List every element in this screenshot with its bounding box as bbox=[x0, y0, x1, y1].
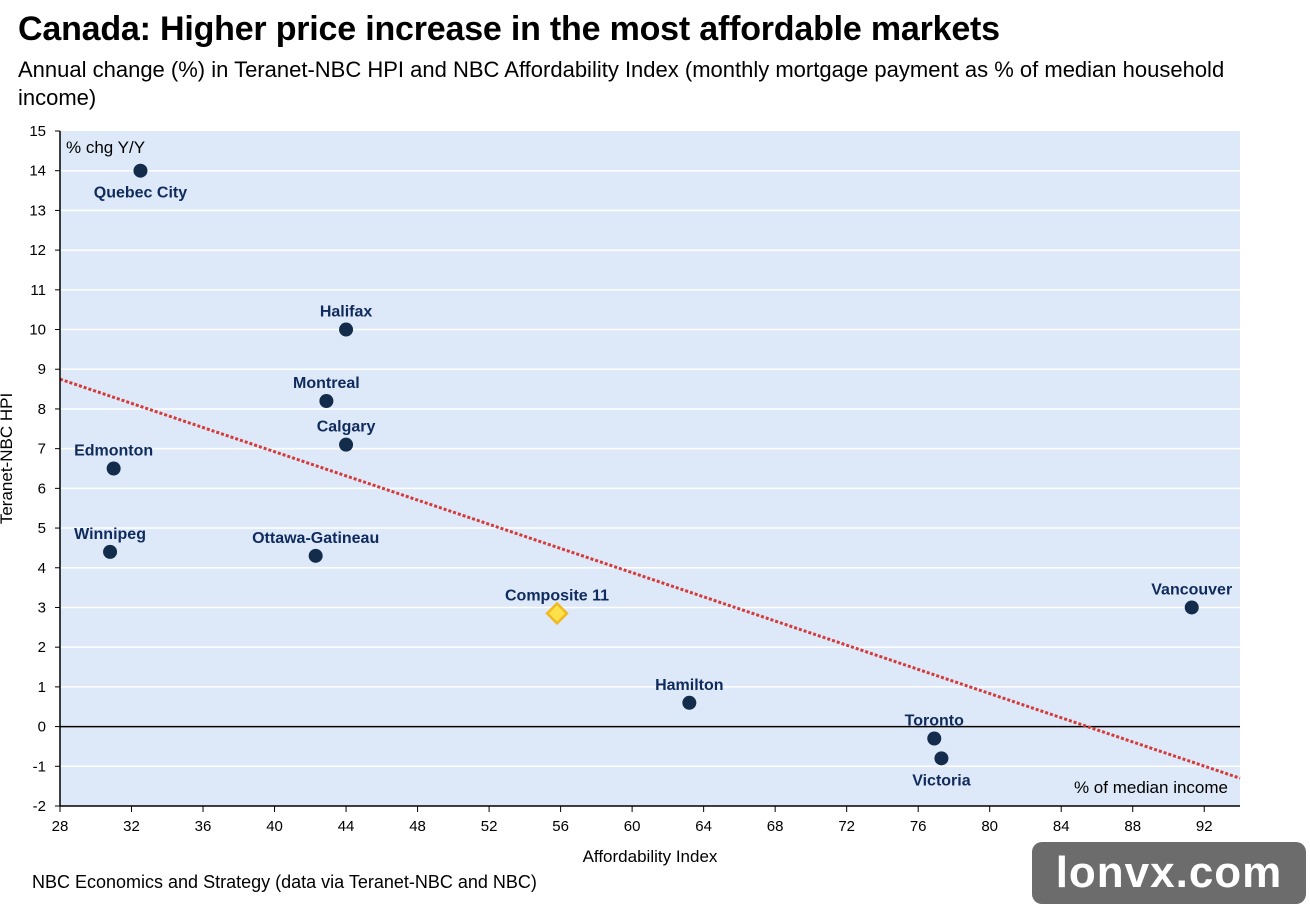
data-point bbox=[1184, 600, 1199, 615]
data-point bbox=[934, 751, 949, 766]
x-tick-label: 28 bbox=[52, 818, 69, 835]
x-tick-label: 60 bbox=[624, 818, 641, 835]
x-tick-label: 72 bbox=[838, 818, 855, 835]
point-label: Quebec City bbox=[94, 185, 187, 202]
y-tick-label: 11 bbox=[30, 282, 46, 299]
data-point bbox=[927, 731, 942, 746]
x-tick-label: 92 bbox=[1196, 818, 1213, 835]
x-tick-labels: 28 32 36 40 44 48 52 56 60 64 68 72 76 80 84 88 92 bbox=[52, 818, 1213, 835]
point-label: Montreal bbox=[293, 375, 360, 392]
trendline bbox=[59, 377, 1241, 780]
point-label: Halifax bbox=[320, 304, 373, 321]
point-label: Calgary bbox=[317, 419, 376, 436]
y-tick-label: 10 bbox=[29, 322, 46, 339]
y-tick-label: 13 bbox=[29, 202, 46, 219]
x-tick-label: 76 bbox=[910, 818, 927, 835]
point-label: Vancouver bbox=[1151, 581, 1232, 598]
point-label: Composite 11 bbox=[505, 587, 609, 604]
x-tick-label: 44 bbox=[338, 818, 355, 835]
y-tick-label: 14 bbox=[29, 163, 46, 180]
data-points bbox=[103, 163, 1199, 766]
chart-subtitle: Annual change (%) in Teranet-NBC HPI and… bbox=[18, 57, 1225, 110]
y-unit-note: % chg Y/Y bbox=[66, 138, 145, 157]
x-tick-label: 80 bbox=[981, 818, 998, 835]
point-label: Ottawa-Gatineau bbox=[252, 530, 379, 547]
y-tick-label: 8 bbox=[38, 401, 46, 418]
x-tick-label: 52 bbox=[481, 818, 498, 835]
x-tick-label: 56 bbox=[552, 818, 569, 835]
x-tick-label: 64 bbox=[695, 818, 712, 835]
x-axis-label: Affordability Index bbox=[583, 847, 718, 866]
data-point bbox=[133, 163, 148, 178]
source-note: NBC Economics and Strategy (data via Ter… bbox=[32, 872, 537, 892]
data-point bbox=[339, 437, 354, 452]
data-point bbox=[103, 544, 118, 559]
data-point bbox=[339, 322, 354, 337]
y-tick-label: 9 bbox=[38, 361, 46, 378]
y-tick-label: 12 bbox=[29, 242, 46, 259]
y-tick-label: 5 bbox=[38, 520, 46, 537]
data-point bbox=[545, 601, 569, 626]
y-tick-label: -2 bbox=[33, 798, 46, 815]
data-point bbox=[308, 548, 323, 563]
data-point bbox=[106, 461, 121, 476]
watermark: lonvx.com bbox=[1032, 842, 1306, 904]
y-tick-label: 7 bbox=[38, 441, 46, 458]
point-label: Winnipeg bbox=[74, 526, 146, 543]
x-tick-label: 36 bbox=[195, 818, 212, 835]
y-tick-label: 4 bbox=[38, 560, 46, 577]
y-axis-label: Teranet-NBC HPI bbox=[0, 393, 16, 524]
point-label: Edmonton bbox=[74, 443, 153, 460]
y-tick-label: 0 bbox=[38, 719, 46, 736]
y-tick-label: 1 bbox=[38, 679, 46, 696]
y-tick-label: 6 bbox=[38, 480, 46, 497]
axes bbox=[55, 130, 1240, 812]
y-tick-label: 2 bbox=[38, 639, 46, 656]
point-labels: Quebec City Halifax Montreal Calgary Edmonto… bbox=[74, 185, 1232, 790]
y-tick-label: 15 bbox=[29, 123, 46, 140]
point-label: Victoria bbox=[912, 772, 971, 789]
x-tick-label: 88 bbox=[1124, 818, 1141, 835]
data-point bbox=[682, 695, 697, 710]
chart-title: Canada: Higher price increase in the mos… bbox=[18, 10, 1000, 48]
x-unit-note: % of median income bbox=[1074, 778, 1228, 797]
x-tick-label: 32 bbox=[123, 818, 140, 835]
point-label: Toronto bbox=[905, 713, 964, 730]
x-tick-label: 48 bbox=[409, 818, 426, 835]
y-tick-label: -1 bbox=[33, 758, 46, 775]
point-label: Hamilton bbox=[655, 677, 723, 694]
x-tick-label: 84 bbox=[1053, 818, 1070, 835]
x-tick-label: 68 bbox=[767, 818, 784, 835]
y-tick-label: 3 bbox=[38, 599, 46, 616]
data-point bbox=[319, 394, 334, 408]
x-tick-label: 40 bbox=[266, 818, 283, 835]
plot-area bbox=[60, 131, 1240, 806]
